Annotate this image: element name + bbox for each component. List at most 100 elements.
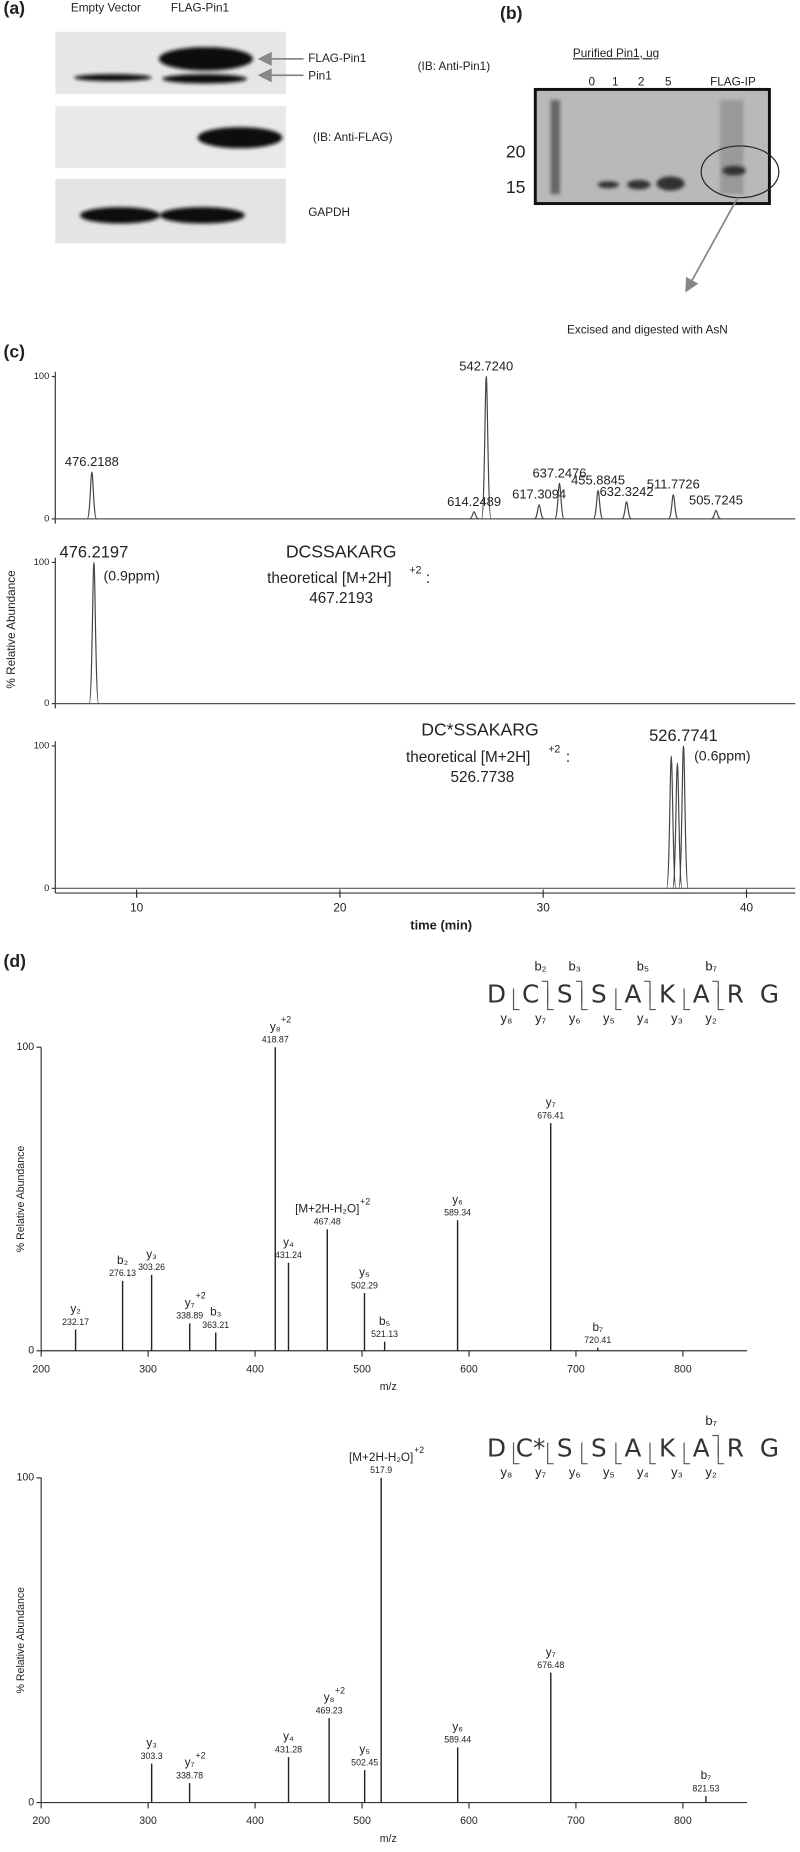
peak-ion: b₅	[379, 1315, 391, 1328]
annotation: (0.9ppm)	[104, 567, 160, 583]
peak-mz: 720.41	[584, 1335, 611, 1345]
peak	[554, 482, 565, 520]
y-tick-label: 100	[16, 1472, 34, 1484]
x-tick-label: 200	[32, 1815, 50, 1827]
peak-mz: 676.41	[537, 1110, 564, 1120]
b-ion-label: b₂	[534, 959, 546, 974]
panel-label: (c)	[4, 342, 26, 362]
peak-label: 505.7245	[689, 492, 743, 507]
peak-label: 614.2489	[447, 494, 501, 509]
y-bracket	[649, 1442, 656, 1465]
peak	[621, 501, 632, 520]
annotation: 467.2193	[309, 590, 373, 607]
panel-label: (d)	[4, 951, 27, 971]
x-tick-label: 20	[333, 901, 347, 914]
b-bracket	[541, 980, 549, 1003]
b-bracket	[712, 1434, 719, 1457]
y-ion-label: y₂	[705, 1010, 716, 1025]
peak-mz: 467.48	[314, 1217, 341, 1227]
peak-mz: 521.13	[371, 1329, 398, 1339]
residue: S	[591, 1434, 607, 1463]
x-axis-label: m/z	[380, 1833, 397, 1845]
peak-label: 617.3094	[512, 487, 566, 502]
peak-label: 632.3242	[600, 484, 654, 499]
peak-ion: y₄	[283, 1236, 294, 1249]
peak-label: 637.2476	[532, 465, 586, 480]
peak-mz: 821.53	[692, 1783, 719, 1793]
residue: S	[557, 1434, 573, 1463]
peak-mz: 502.45	[351, 1757, 378, 1767]
peak-ion: y₂	[70, 1303, 80, 1316]
panel-label: (a)	[4, 0, 26, 18]
peak-ion: b₂	[117, 1254, 128, 1267]
residue: S	[557, 979, 573, 1008]
gel-image	[533, 87, 780, 293]
y-ion-label: y₄	[637, 1010, 649, 1025]
peak-ion: b₇	[701, 1769, 712, 1782]
x-tick-label: 700	[567, 1363, 585, 1375]
y-axis-label: % Relative Abundance	[5, 570, 18, 689]
annotation: DCSSAKARG	[286, 542, 397, 562]
residue: A	[693, 979, 710, 1008]
peak-charge: +2	[335, 1685, 345, 1695]
x-tick-label: 300	[139, 1363, 157, 1375]
peak-ion: y₃	[146, 1737, 157, 1750]
y-ion-label: y₆	[569, 1465, 581, 1480]
y-ion-label: y₃	[671, 1010, 683, 1025]
y-ion-label: y₈	[501, 1010, 513, 1025]
band-label: FLAG-Pin1	[308, 52, 366, 65]
y-axis-label: % Relative Abundance	[15, 1587, 27, 1694]
x-tick-label: 40	[740, 901, 754, 914]
y-bracket	[547, 988, 554, 1011]
peak-ion: y₅	[359, 1266, 370, 1279]
annotation: 526.7738	[450, 769, 514, 786]
peak-ion: [M+2H-H₂O]	[295, 1202, 359, 1215]
gel-note: Excised and digested with AsN	[567, 324, 728, 337]
lane-label: Empty Vector	[71, 1, 141, 14]
x-tick-label: 500	[353, 1363, 371, 1375]
peak-ion: y₆	[452, 1720, 463, 1733]
antibody-label: (IB: Anti-FLAG)	[313, 131, 393, 144]
peak-label: 455.8845	[571, 472, 625, 487]
peak-ion: b₇	[592, 1321, 603, 1334]
peak	[480, 375, 492, 520]
y-ion-label: y₇	[535, 1465, 546, 1480]
y-ion-label: y₃	[671, 1465, 683, 1480]
y-ion-label: y₂	[705, 1465, 716, 1480]
b-bracket	[575, 980, 583, 1003]
residue: C	[522, 979, 539, 1008]
peak	[469, 511, 479, 520]
peak-mz: 469.23	[316, 1705, 343, 1715]
y-tick-label: 0	[44, 697, 49, 708]
y-bracket	[683, 1442, 690, 1465]
peak-ion: [M+2H-H₂O]	[349, 1451, 413, 1464]
y-ion-label: y₇	[535, 1010, 546, 1025]
peak-mz: 418.87	[262, 1034, 289, 1044]
y-axis-label: % Relative Abundance	[15, 1146, 27, 1253]
residue: C*	[516, 1434, 546, 1463]
band-label: Pin1	[308, 70, 332, 83]
lane-label: 2	[638, 75, 645, 88]
antibody-label: (IB: Anti-Pin1)	[418, 60, 491, 73]
peak	[665, 755, 677, 889]
b-ion-label: b₇	[705, 959, 717, 974]
peak-charge: +2	[414, 1445, 424, 1455]
peak	[711, 509, 721, 520]
b-bracket	[644, 980, 651, 1003]
residue: G	[760, 979, 779, 1008]
x-tick-label: 400	[246, 1815, 264, 1827]
y-tick-label: 100	[34, 556, 50, 567]
annotation: +2	[409, 564, 421, 576]
peak	[672, 762, 683, 889]
residue: A	[624, 1434, 641, 1463]
residue: D	[487, 979, 506, 1008]
peak-mz: 338.89	[176, 1311, 203, 1321]
x-tick-label: 400	[246, 1363, 264, 1375]
peak-ion: y₄	[283, 1730, 294, 1743]
x-tick-label: 200	[32, 1363, 50, 1375]
y-bracket	[717, 1442, 725, 1465]
lane-label: FLAG-Pin1	[171, 1, 229, 14]
annotation: theoretical [M+2H]	[267, 570, 391, 587]
marker-label: 20	[506, 142, 526, 162]
